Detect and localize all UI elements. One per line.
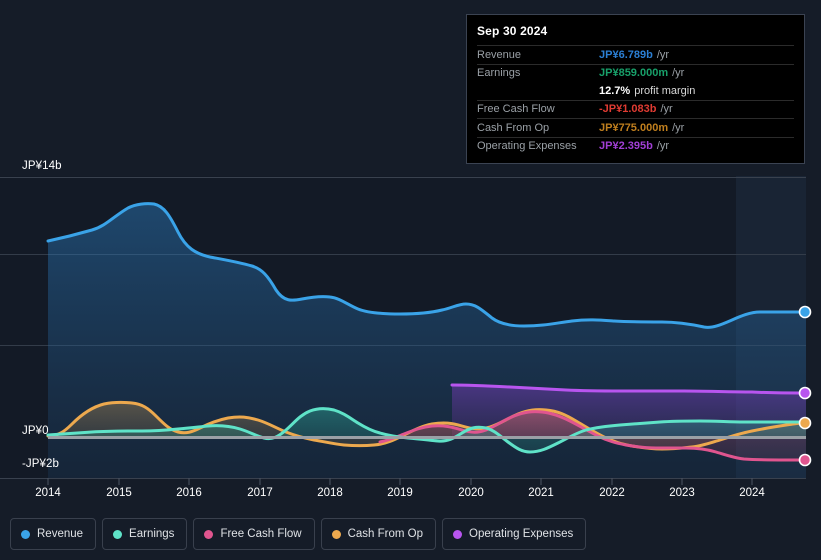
x-axis-label-2024: 2024	[739, 487, 765, 499]
tooltip-sub-profit-margin: profit margin	[634, 84, 696, 97]
tooltip-unit-operating-expenses: /yr	[656, 140, 670, 153]
series-line-earnings	[46, 407, 806, 454]
tooltip-label-operating-expenses: Operating Expenses	[477, 140, 577, 153]
endpoint-marker-opex[interactable]	[798, 386, 812, 400]
y-axis-label-zero: JP¥0	[22, 425, 49, 437]
x-tick-marks	[47, 478, 753, 485]
chart-legend: Revenue Earnings Free Cash Flow Cash Fro…	[10, 518, 587, 550]
legend-label-earnings: Earnings	[129, 528, 175, 540]
tooltip-row-profit-margin: 12.7% profit margin	[477, 82, 794, 100]
tooltip-value-profit-margin: 12.7%	[599, 84, 631, 97]
y-axis-label-bottom: -JP¥2b	[22, 458, 60, 470]
tooltip-date-title: Sep 30 2024	[477, 24, 548, 38]
series-line-fcf	[378, 410, 806, 462]
legend-item-operating-expenses[interactable]: Operating Expenses	[442, 518, 587, 550]
x-axis-label-2017: 2017	[247, 487, 273, 499]
tooltip-value-free-cash-flow: -JP¥1.083b	[599, 103, 657, 116]
legend-label-operating-expenses: Operating Expenses	[469, 528, 574, 540]
tooltip-label-free-cash-flow: Free Cash Flow	[477, 103, 555, 116]
x-axis-label-2015: 2015	[106, 487, 132, 499]
legend-dot-icon-free-cash-flow	[204, 529, 214, 539]
series-line-opex	[450, 383, 806, 395]
tooltip-value-revenue: JP¥6.789b	[599, 48, 653, 61]
x-axis-label-2023: 2023	[669, 487, 695, 499]
tooltip-unit-revenue: /yr	[656, 48, 670, 61]
series-endpoint-markers[interactable]	[798, 305, 812, 467]
tooltip-label-earnings: Earnings	[477, 67, 521, 80]
tooltip-row-earnings: Earnings JP¥859.000m /yr	[477, 63, 794, 83]
tooltip-label-cash-from-op: Cash From Op	[477, 121, 550, 134]
tooltip-value-earnings: JP¥859.000m	[599, 67, 669, 80]
series-line-revenue	[46, 202, 806, 329]
legend-item-cash-from-op[interactable]: Cash From Op	[320, 518, 437, 550]
tooltip-label-revenue: Revenue	[477, 48, 522, 61]
legend-label-revenue: Revenue	[37, 528, 84, 540]
x-axis-label-2018: 2018	[317, 487, 343, 499]
tooltip-value-operating-expenses: JP¥2.395b	[599, 140, 653, 153]
series-area-earnings	[48, 408, 806, 452]
legend-dot-icon-revenue	[21, 529, 30, 539]
legend-item-earnings[interactable]: Earnings	[102, 518, 188, 550]
x-axis-label-2019: 2019	[387, 487, 413, 499]
endpoint-marker-cash-from-op[interactable]	[798, 416, 812, 430]
legend-item-free-cash-flow[interactable]: Free Cash Flow	[193, 518, 315, 550]
tooltip-unit-cash-from-op: /yr	[672, 121, 685, 134]
tooltip-row-operating-expenses: Operating Expenses JP¥2.395b /yr	[477, 136, 794, 156]
y-axis-label-top: JP¥14b	[22, 160, 62, 172]
x-axis-label-2022: 2022	[599, 487, 625, 499]
endpoint-marker-free-cash-flow[interactable]	[798, 453, 812, 467]
legend-dot-icon-earnings	[113, 529, 123, 539]
x-axis-label-2016: 2016	[176, 487, 202, 499]
legend-label-cash-from-op: Cash From Op	[347, 528, 424, 540]
tooltip-unit-free-cash-flow: /yr	[660, 103, 673, 116]
x-axis-label-2021: 2021	[528, 487, 554, 499]
tooltip-row-revenue: Revenue JP¥6.789b /yr	[477, 45, 794, 64]
x-axis-label-2014: 2014	[35, 487, 61, 499]
legend-label-free-cash-flow: Free Cash Flow	[220, 528, 302, 540]
tooltip-row-cash-from-op: Cash From Op JP¥775.000m /yr	[477, 118, 794, 137]
legend-dot-icon-operating-expenses	[453, 529, 463, 539]
legend-item-revenue[interactable]: Revenue	[10, 518, 97, 550]
chart-tooltip: Sep 30 2024 Revenue JP¥6.789b /yr Earnin…	[466, 14, 805, 164]
endpoint-marker-revenue[interactable]	[798, 305, 812, 319]
tooltip-row-free-cash-flow: Free Cash Flow -JP¥1.083b /yr	[477, 99, 794, 119]
x-axis-label-2020: 2020	[458, 487, 484, 499]
legend-dot-icon-cash-from-op	[331, 529, 341, 539]
tooltip-value-cash-from-op: JP¥775.000m	[599, 121, 669, 134]
tooltip-unit-earnings: /yr	[672, 67, 685, 80]
